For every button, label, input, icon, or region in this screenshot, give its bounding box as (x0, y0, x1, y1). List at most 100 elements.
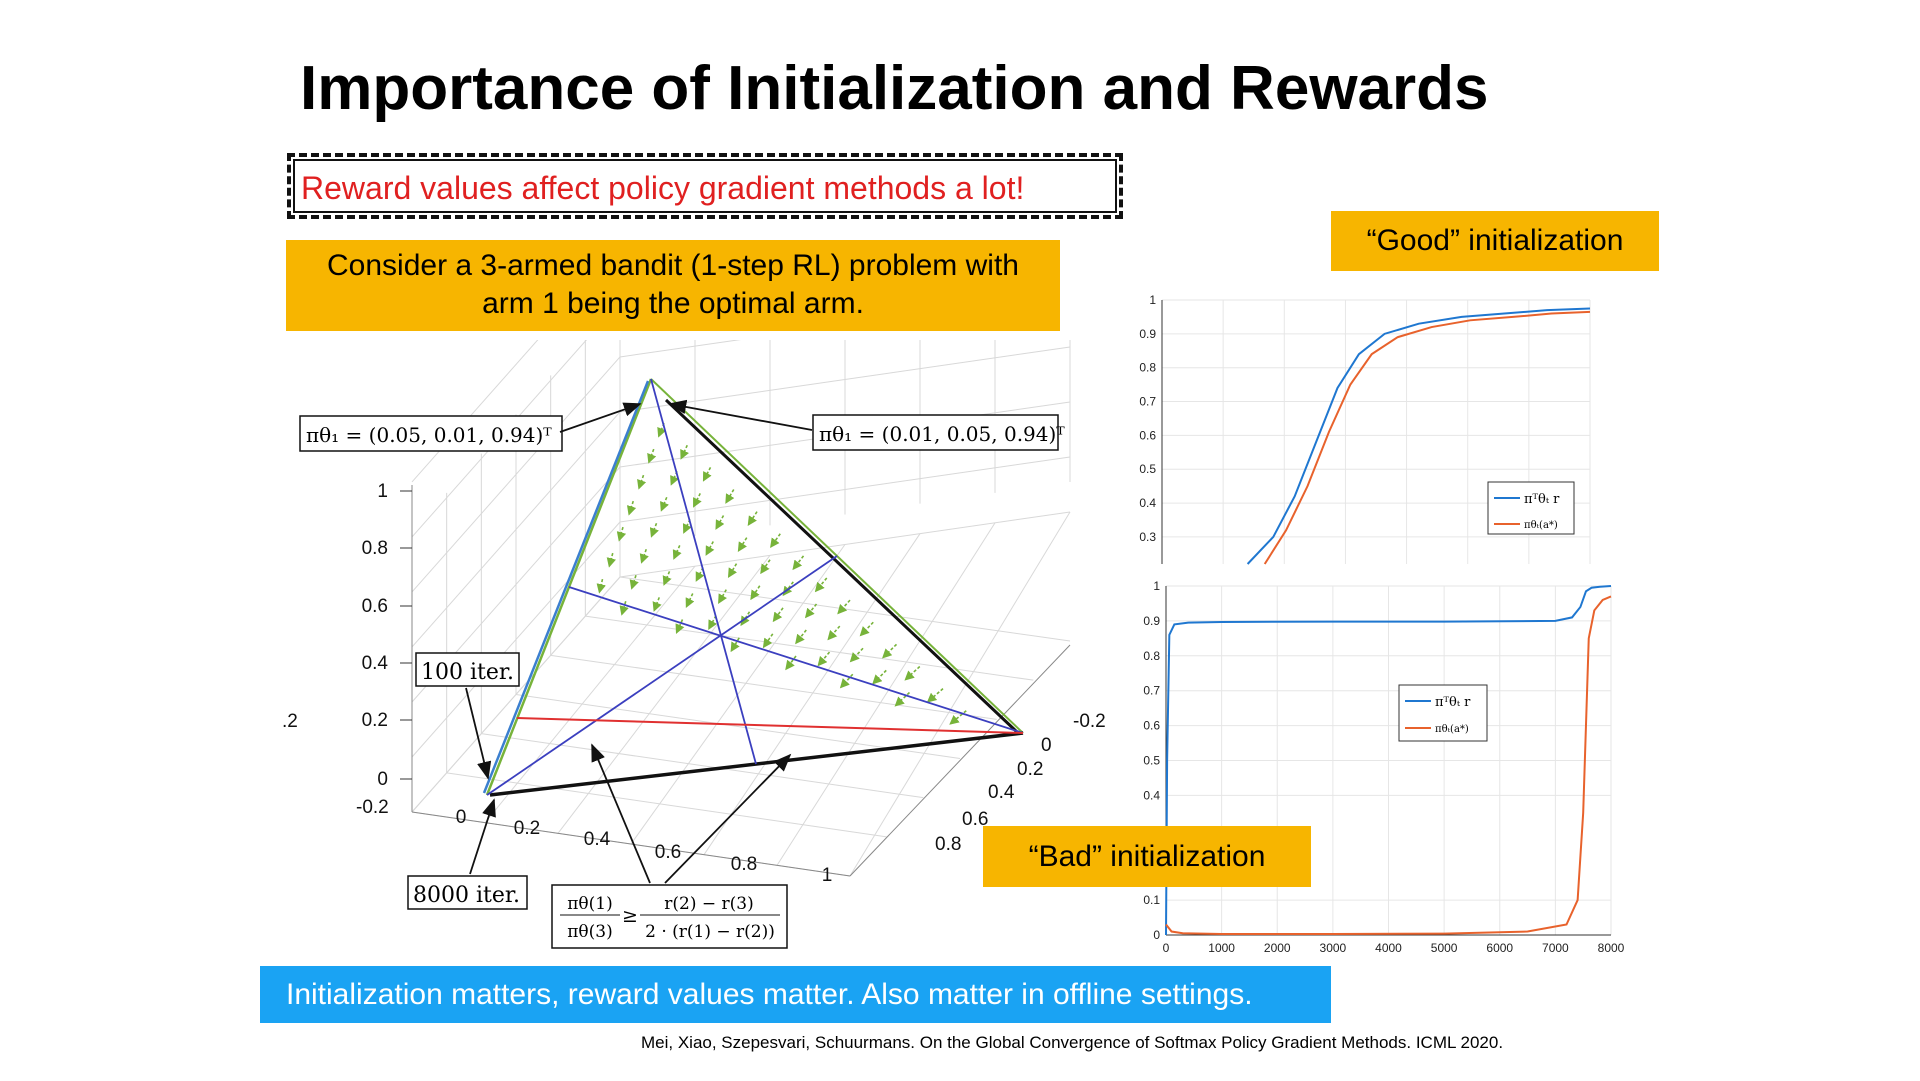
x-tick-label: 2000 (1264, 941, 1291, 955)
gradient-arrow (725, 489, 735, 504)
simplex-median-1 (650, 378, 757, 765)
gradient-arrow (804, 603, 818, 619)
series-line-1 (1165, 585, 1612, 936)
y-tick-label: 0.5 (1143, 754, 1160, 768)
y-tick-label: 0.5 (1139, 462, 1156, 476)
simplex-median-2 (486, 555, 838, 796)
gradient-arrow (949, 710, 967, 725)
right-tick-label: 0.4 (988, 782, 1015, 803)
gradient-arrow (727, 563, 738, 579)
front-tick-label: 0 (456, 807, 467, 828)
pointer-iter-100 (465, 687, 492, 780)
gradient-arrow (795, 629, 807, 645)
simplex-gridlines (411, 340, 1071, 877)
gradient-arrow (772, 607, 784, 623)
right-tick-label: 0.2 (1017, 759, 1043, 780)
y-tick-label: 1 (1153, 579, 1160, 593)
gradient-arrow (817, 651, 831, 667)
good-chart-axes: 1 0.9 0.8 0.7 0.6 0.5 0.4 0.3 (1139, 293, 1163, 564)
gradient-arrow (760, 559, 771, 575)
gradient-arrow (837, 599, 851, 615)
gradient-arrow (730, 637, 740, 653)
right-tick-label: 0.8 (935, 834, 961, 855)
pointer-condition-left (591, 743, 651, 884)
front-tick-label: 0.2 (514, 818, 540, 839)
bad-chart-axes: 1 0.9 0.8 0.7 0.6 0.5 0.4 0.1 00 1000 2000 3000 4000… (1143, 579, 1624, 955)
series-line-2 (1263, 310, 1591, 565)
x-tick-label: 7000 (1542, 941, 1569, 955)
gradient-arrow (839, 673, 854, 689)
x-tick-label: 5000 (1431, 941, 1458, 955)
gradient-arrow (737, 537, 748, 552)
bad-chart-legend: πᵀθₜ r πθₜ(a*) (1398, 684, 1488, 742)
bad-initialization-chart: 1 0.9 0.8 0.7 0.6 0.5 0.4 0.1 00 1000 2000 3000 4000… (1143, 579, 1624, 955)
vertical-tick-label: 0 (377, 769, 388, 790)
x-tick-label: 8000 (1598, 941, 1625, 955)
y-tick-label: 0.8 (1139, 361, 1156, 375)
x-tick-label: 4000 (1375, 941, 1402, 955)
vertical-tick-label: 1 (377, 481, 388, 502)
gradient-arrow (827, 625, 841, 641)
gradient-arrow (675, 619, 685, 634)
y-tick-label: 0.8 (1143, 649, 1160, 663)
gradient-arrow (616, 526, 627, 542)
pointer-iter-8000 (469, 798, 496, 875)
right-tick-label: -0.2 (1073, 711, 1106, 732)
annotation-init-right-text: πθ₁ = (0.01, 0.05, 0.94)ᵀ (819, 422, 1065, 446)
gradient-arrow (926, 688, 944, 703)
good-initialization-label: “Good” initialization (1331, 211, 1659, 271)
vertical-tick-label: -0.2 (356, 797, 389, 818)
pointer-init-right (668, 399, 813, 431)
gradient-arrow (904, 665, 921, 681)
citation: Mei, Xiao, Szepesvari, Schuurmans. On th… (641, 1033, 1504, 1052)
bad-initialization-label: “Bad” initialization (983, 826, 1311, 887)
gradient-arrow (872, 669, 887, 685)
conclusion-text: Initialization matters, reward values ma… (286, 978, 1253, 1011)
y-tick-label: 0.9 (1139, 327, 1156, 341)
good-chart-grid (1161, 299, 1591, 564)
vertical-tick-label: 0.8 (362, 538, 388, 559)
cropped-tick-label: .2 (282, 711, 298, 732)
problem-description-line-2: arm 1 being the optimal arm. (482, 287, 864, 320)
simplex-median-3 (568, 586, 1024, 734)
front-tick-label: 0.8 (731, 854, 757, 875)
simplex-edge-left-inner (482, 380, 650, 794)
y-tick-label: 0.6 (1143, 719, 1160, 733)
gradient-arrow (695, 567, 705, 582)
annotation-iter-8000-text: 8000 iter. (413, 883, 520, 908)
gradient-arrow (785, 655, 797, 671)
vertical-tick-label: 0.2 (362, 710, 388, 731)
y-tick-label: 0.7 (1139, 395, 1156, 409)
gradient-arrow (619, 601, 629, 616)
condition-lhs-denominator: πθ(3) (567, 922, 613, 942)
gradient-arrow (894, 691, 911, 707)
vertical-tick-label: 0.4 (362, 653, 389, 674)
gradient-arrow (792, 555, 805, 571)
bad-legend-entry-2: πθₜ(a*) (1435, 724, 1469, 735)
gradient-arrow (814, 577, 828, 593)
gradient-arrow (672, 545, 682, 560)
y-tick-label: 1 (1149, 293, 1156, 307)
good-chart-series (1246, 307, 1591, 565)
gradient-arrows (596, 422, 967, 725)
gradient-arrow (747, 511, 758, 526)
y-tick-label: 0.7 (1143, 684, 1160, 698)
gradient-arrow (626, 500, 637, 516)
gradient-arrow (685, 593, 695, 608)
reward-note-box: Reward values affect policy gradient met… (287, 153, 1123, 219)
right-tick-label: 0 (1041, 735, 1052, 756)
gradient-arrow (718, 589, 727, 605)
good-chart-legend: πᵀθₜ r πθₜ(a*) (1487, 481, 1575, 535)
y-tick-label: 0.3 (1139, 530, 1156, 544)
gradient-arrow (652, 597, 662, 612)
simplex-plot: 10.80.60.40.20-0.2 00.20.40.60.81-0.200.2… (282, 340, 1106, 949)
simplex-edges (482, 378, 1024, 797)
gradient-arrow (859, 621, 874, 637)
right-tick-label: 0.6 (962, 809, 988, 830)
gradient-arrow (662, 571, 672, 586)
gradient-arrow (782, 581, 794, 597)
annotation-init-left-text: πθ₁ = (0.05, 0.01, 0.94)ᵀ (306, 423, 552, 447)
condition-lhs-numerator: πθ(1) (567, 894, 613, 914)
x-tick-label: 6000 (1486, 941, 1513, 955)
pointer-init-left (559, 402, 642, 433)
